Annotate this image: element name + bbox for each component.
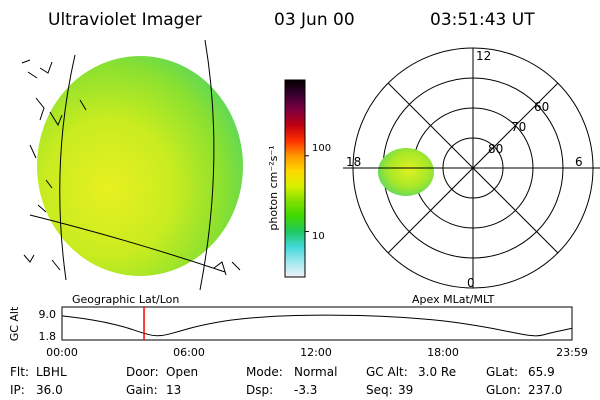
colorbar-frame: [284, 79, 306, 278]
instrument-title: Ultraviolet Imager: [48, 10, 202, 30]
latitude-line: [29, 214, 226, 273]
altitude-plot: GC Alt 9.0 1.8 00:00 06:00 12:00 18:00 2…: [8, 306, 588, 359]
colorbar-fill: [285, 80, 305, 277]
glon-value: 237.0: [528, 383, 562, 397]
mlat-label-70: 70: [511, 120, 526, 134]
mlt-line-diag: [387, 82, 559, 254]
flt-label: Flt:: [10, 365, 29, 379]
dsp-label: Dsp:: [246, 383, 273, 397]
dsp-value: -3.3: [294, 383, 317, 397]
date-label: 03 Jun 00: [274, 10, 355, 30]
footer-params: Flt: LBHL Door: Open Mode: Normal GC Alt…: [10, 365, 562, 397]
mlt-label-6: 6: [575, 155, 583, 169]
glat-label: GLat:: [486, 365, 518, 379]
altitude-tick-1-8: 1.8: [39, 330, 57, 343]
mlat-label-60: 60: [534, 100, 549, 114]
door-label: Door:: [126, 365, 159, 379]
colorbar-tick-100: 100: [312, 143, 331, 154]
mode-label: Mode:: [246, 365, 283, 379]
time-tick-2359: 23:59: [556, 346, 588, 359]
colorbar-unit-label: photon cm⁻²s⁻¹: [267, 145, 280, 230]
mlt-label-12: 12: [476, 49, 491, 63]
longitude-line: [199, 39, 215, 291]
door-value: Open: [166, 365, 198, 379]
geographic-label: Geographic Lat/Lon: [72, 293, 179, 306]
mlt-label-18: 18: [346, 155, 361, 169]
altitude-ylabel: GC Alt: [8, 306, 21, 341]
gcalt-value: 3.0 Re: [418, 365, 456, 379]
aurora-disk: [37, 56, 243, 276]
glat-value: 65.9: [528, 365, 555, 379]
auroral-oval: [378, 148, 434, 196]
time-label: 03:51:43 UT: [430, 10, 535, 30]
orbit-altitude-curve: [61, 314, 572, 337]
time-tick-1200: 12:00: [300, 346, 332, 359]
time-tick-0600: 06:00: [173, 346, 205, 359]
ip-value: 36.0: [36, 383, 63, 397]
coastline: [21, 59, 241, 276]
ip-label: IP:: [10, 383, 25, 397]
mlat-label-80: 80: [488, 142, 503, 156]
seq-label: Seq:: [366, 383, 393, 397]
glon-label: GLon:: [486, 383, 521, 397]
time-tick-0000: 00:00: [46, 346, 78, 359]
colorbar: 100 10 photon cm⁻²s⁻¹: [267, 79, 331, 278]
seq-value: 39: [398, 383, 413, 397]
geographic-image: [21, 39, 243, 291]
polar-plot: 12 6 0 18 60 70 80: [343, 47, 600, 290]
apex-label: Apex MLat/MLT: [412, 293, 495, 306]
altitude-plot-frame: [61, 306, 573, 341]
time-tick-1800: 18:00: [427, 346, 459, 359]
mode-value: Normal: [294, 365, 337, 379]
mlt-label-0: 0: [467, 276, 475, 290]
gcalt-label: GC Alt:: [366, 365, 408, 379]
gain-label: Gain:: [126, 383, 158, 397]
altitude-tick-9: 9.0: [39, 308, 57, 321]
gain-value: 13: [166, 383, 181, 397]
longitude-line: [59, 54, 76, 281]
colorbar-tick-10: 10: [312, 231, 325, 242]
flt-value: LBHL: [36, 365, 67, 379]
